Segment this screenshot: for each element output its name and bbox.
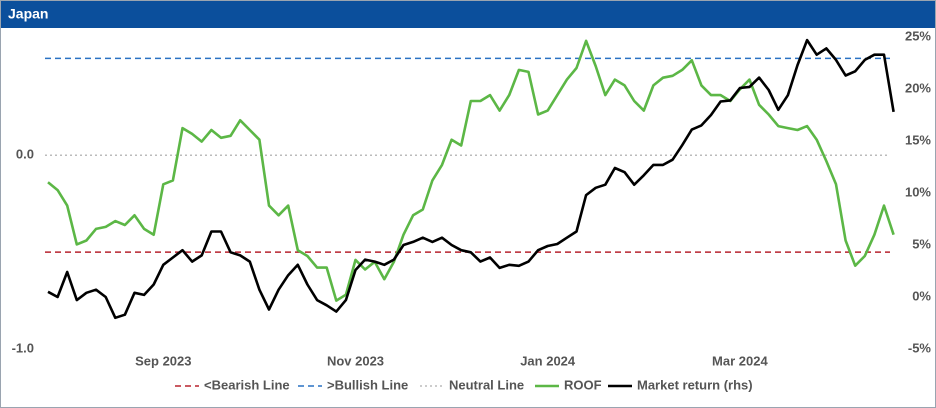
legend-label: ROOF [564,377,602,392]
y-tick-label: 0.0 [16,147,34,162]
y2-tick-label: 10% [905,184,931,199]
series-line [47,39,895,302]
x-tick-label: Nov 2023 [327,353,384,368]
y2-tick-label: 15% [905,132,931,147]
x-tick-label: Jan 2024 [520,353,576,368]
legend-label: >Bullish Line [327,377,408,392]
y2-tick-label: 5% [912,236,931,251]
y2-tick-label: -5% [908,340,932,355]
y2-tick-label: 20% [905,80,931,95]
x-tick-label: Mar 2024 [712,353,768,368]
legend-label: <Bearish Line [204,377,290,392]
header-bar [1,1,935,28]
series-line [47,38,895,320]
x-tick-label: Sep 2023 [135,353,191,368]
legend-label: Neutral Line [449,377,524,392]
y2-tick-label: 25% [905,28,931,43]
y2-tick-label: 0% [912,288,931,303]
chart-title: Japan [8,6,48,22]
y-tick-label: -1.0 [12,340,34,355]
legend-label: Market return (rhs) [637,377,753,392]
